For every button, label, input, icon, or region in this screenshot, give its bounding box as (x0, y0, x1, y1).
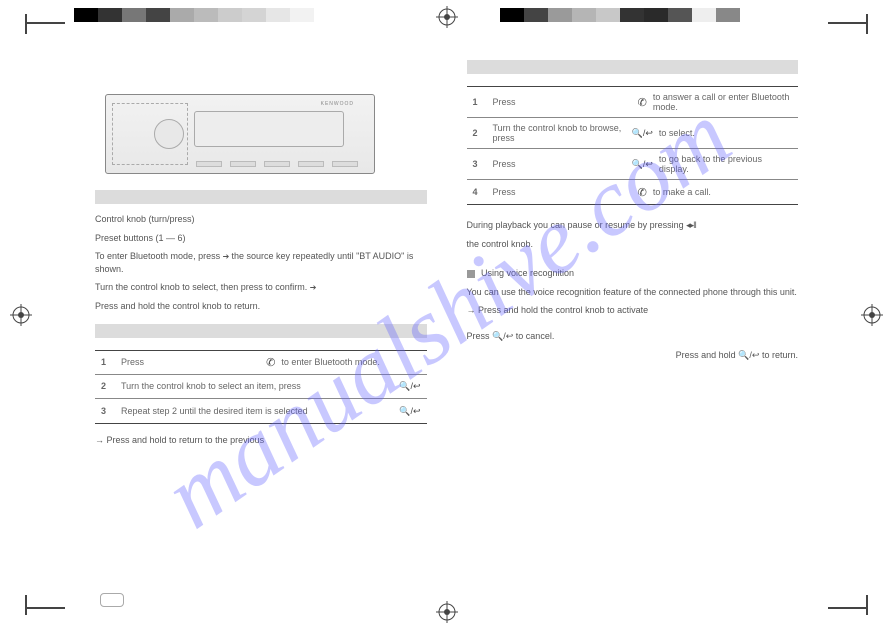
table-left: 1 Press to enter Bluetooth mode. 2 Turn the… (95, 350, 427, 424)
row-text: Press (493, 187, 632, 197)
phone-icon (638, 186, 647, 199)
arrow-icon (310, 282, 317, 292)
colorbar-right (500, 8, 740, 22)
row-number: 4 (473, 187, 487, 197)
row-tail: to enter Bluetooth mode. (281, 357, 420, 367)
section-caption (95, 63, 427, 73)
page-number-box (100, 593, 124, 607)
search-icon (399, 380, 420, 392)
row-tail: to select. (659, 128, 792, 138)
row-number: 1 (473, 97, 487, 107)
row-tail: to make a call. (653, 187, 792, 197)
phone-icon (266, 356, 275, 369)
row-number: 3 (101, 406, 115, 416)
registration-mark-top (436, 6, 458, 28)
registration-mark-right (861, 304, 883, 326)
registration-mark-bottom (436, 601, 458, 623)
para-tail-2: Press and hold to return. (467, 349, 799, 362)
para-voice-b: → Press and hold the control knob to act… (467, 304, 799, 317)
search-icon (632, 127, 653, 139)
para-control-knob: Control knob (turn/press) (95, 213, 427, 226)
table-row: 1 Press to answer a call or enter Bluetoo… (467, 87, 799, 118)
para-hold-return: Press and hold the control knob to retur… (95, 300, 427, 313)
left-column: KENWOOD Control knob (turn/press) Preset… (95, 60, 427, 574)
colorbar-left (74, 8, 314, 22)
para-playback: During playback you can pause or resume … (467, 219, 799, 232)
row-tail: to answer a call or enter Bluetooth mode… (653, 92, 792, 112)
table-row: 3 Repeat step 2 until the desired item is… (95, 399, 427, 423)
para-preset-buttons: Preset buttons (1 — 6) (95, 232, 427, 245)
row-text: Turn the control knob to select an item,… (121, 381, 393, 391)
para-bottom-note: → Press and hold to return to the previo… (95, 434, 427, 447)
search-back-icon (738, 350, 759, 360)
table-row: 2 Turn the control knob to select an item… (95, 375, 427, 399)
table-row: 1 Press to enter Bluetooth mode. (95, 351, 427, 375)
search-icon (399, 405, 420, 417)
play-pause-icon (686, 220, 696, 230)
row-text: Turn the control knob to browse, press (493, 123, 626, 143)
arrow-icon (223, 251, 232, 261)
right-column: 1 Press to answer a call or enter Bluetoo… (467, 60, 799, 574)
row-tail: to go back to the previous display. (659, 154, 792, 174)
table-row: 3 Press to go back to the previous displa… (467, 149, 799, 180)
row-number: 2 (473, 128, 487, 138)
row-number: 2 (101, 381, 115, 391)
para-voice-a: You can use the voice recognition featur… (467, 286, 799, 299)
row-text: Press (121, 357, 260, 367)
search-back-icon (492, 331, 513, 341)
para-playback-2: the control knob. (467, 238, 799, 251)
row-number: 3 (473, 159, 487, 169)
registration-mark-left (10, 304, 32, 326)
para-enter-bt: To enter Bluetooth mode, press the sourc… (95, 250, 427, 275)
subhead-voice: Using voice recognition (467, 267, 799, 280)
row-text: Repeat step 2 until the desired item is … (121, 406, 393, 416)
section-header-2 (95, 324, 427, 338)
row-number: 1 (101, 357, 115, 367)
table-row: 4 Press to make a call. (467, 180, 799, 204)
search-icon (632, 158, 653, 170)
device-illustration: KENWOOD (105, 94, 375, 174)
table-right: 1 Press to answer a call or enter Bluetoo… (467, 86, 799, 205)
section-header-1 (95, 190, 427, 204)
para-turn-select: Turn the control knob to select, then pr… (95, 281, 427, 294)
table-row: 2Turn the control knob to browse, press … (467, 118, 799, 149)
para-tail-1: Press to cancel. (467, 330, 799, 343)
section-header-3 (467, 60, 799, 74)
row-text: Press (493, 159, 626, 169)
row-text: Press (493, 97, 632, 107)
phone-icon (638, 96, 647, 109)
page-content: KENWOOD Control knob (turn/press) Preset… (95, 60, 798, 574)
square-bullet-icon (467, 270, 475, 278)
device-brand: KENWOOD (321, 101, 354, 107)
